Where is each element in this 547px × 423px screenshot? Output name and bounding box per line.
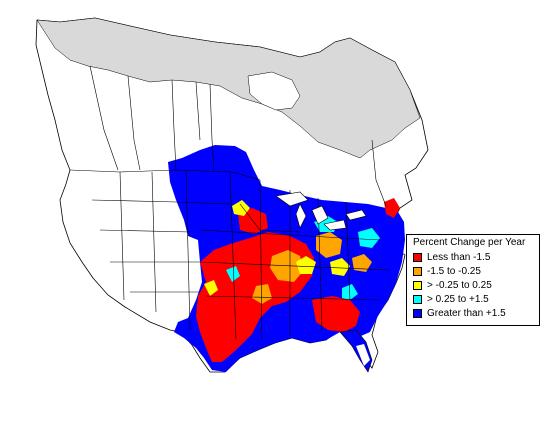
cyan-patch-3 — [342, 284, 358, 300]
orange-patch-4 — [352, 254, 372, 272]
yellow-patch-3 — [232, 200, 250, 216]
orange-patch-1 — [270, 250, 304, 282]
legend-item-greater-than-1-5: Greater than +1.5 — [413, 308, 537, 320]
great-lakes — [275, 191, 367, 231]
orange-patch-2 — [316, 232, 342, 258]
legend-item-0-25-to-1-5: > 0.25 to +1.5 — [413, 294, 537, 306]
red-region-northeast — [384, 198, 400, 218]
yellow-patch-4 — [204, 280, 218, 296]
legend-label: Greater than +1.5 — [427, 308, 506, 319]
legend-label: > -0.25 to 0.25 — [427, 280, 492, 291]
legend-label: > 0.25 to +1.5 — [427, 294, 489, 305]
yellow-patch-1 — [296, 256, 316, 274]
legend-label: -1.5 to -0.25 — [427, 266, 481, 277]
out-of-range-north — [36, 17, 421, 159]
swatch-blue — [413, 309, 422, 318]
legend: Percent Change per Year Less than -1.5 -… — [406, 234, 540, 326]
cyan-patch-2 — [358, 228, 380, 248]
swatch-orange — [413, 267, 422, 276]
legend-item-neg-1-5-to-neg-0-25: -1.5 to -0.25 — [413, 266, 537, 278]
orange-patch-3 — [252, 284, 272, 304]
swatch-cyan — [413, 295, 422, 304]
hudson-bay-area — [247, 71, 301, 111]
legend-item-neg-0-25-to-0-25: > -0.25 to 0.25 — [413, 280, 537, 292]
red-region-southeast — [312, 296, 360, 332]
florida-white — [356, 344, 370, 366]
cyan-patch-4 — [226, 266, 240, 282]
swatch-yellow — [413, 281, 422, 290]
legend-title: Percent Change per Year — [413, 237, 526, 248]
yellow-patch-2 — [330, 258, 350, 276]
political-boundaries — [69, 65, 391, 341]
legend-label: Less than -1.5 — [427, 252, 491, 263]
swatch-red — [413, 253, 422, 262]
legend-item-less-than-neg-1-5: Less than -1.5 — [413, 252, 537, 264]
